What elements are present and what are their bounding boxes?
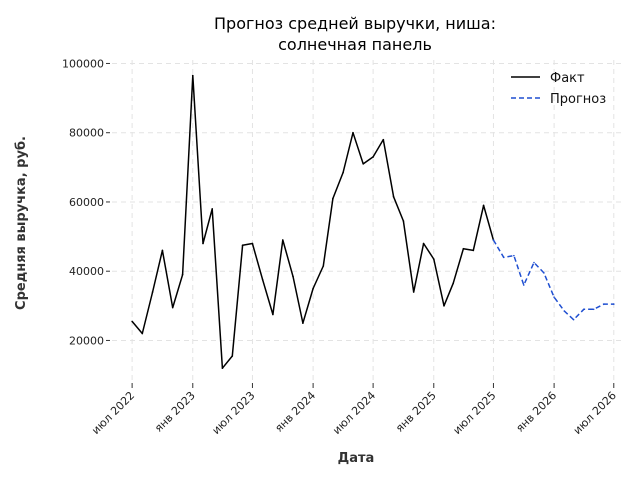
- data-point-fact: [352, 131, 354, 134]
- x-tick-label: янв 2023: [152, 389, 198, 435]
- data-point-fact: [161, 249, 164, 252]
- y-ticks: 20000 40000 60000 80000 100000: [62, 57, 110, 347]
- legend: Факт Прогноз: [511, 71, 606, 107]
- data-point-fact: [181, 273, 184, 276]
- data-point-fact: [482, 204, 485, 207]
- x-tick-label: янв 2026: [513, 389, 559, 435]
- data-point-forecast: [592, 308, 595, 311]
- x-tick-label: июл 2023: [210, 389, 258, 437]
- data-point-fact: [402, 220, 405, 222]
- data-point-forecast: [513, 254, 515, 257]
- x-tick-label: июл 2024: [330, 389, 378, 437]
- chart-title-line-1: Прогноз средней выручки, ниша:: [214, 14, 496, 33]
- x-tick-label: июл 2022: [89, 389, 137, 437]
- data-point-fact: [382, 138, 385, 141]
- chart-title-line-2: солнечная панель: [278, 35, 432, 54]
- data-point-fact: [221, 367, 224, 369]
- data-point-fact: [322, 265, 325, 267]
- data-point-forecast: [553, 296, 555, 298]
- legend-label-fact: Факт: [550, 71, 585, 86]
- data-point-fact: [281, 239, 284, 241]
- data-point-forecast: [612, 303, 615, 305]
- y-axis-label: Средняя выручка, руб.: [14, 136, 29, 310]
- data-point-fact: [332, 197, 334, 200]
- data-point-fact: [432, 258, 435, 260]
- data-point-forecast: [572, 318, 575, 321]
- data-point-fact: [302, 322, 304, 324]
- data-point-forecast: [492, 239, 495, 241]
- series-line-forecast: [492, 239, 614, 321]
- data-point-forecast: [502, 256, 505, 259]
- x-tick-label: июл 2025: [451, 389, 499, 437]
- data-point-fact: [422, 242, 425, 245]
- x-tick-label: июл 2026: [571, 389, 619, 437]
- y-tick-label: 40000: [69, 265, 104, 278]
- x-tick-label: янв 2024: [272, 389, 318, 435]
- y-tick-label: 100000: [62, 57, 104, 70]
- data-point-fact: [211, 208, 214, 210]
- data-point-fact: [412, 291, 415, 293]
- data-point-fact: [462, 247, 465, 250]
- data-point-forecast: [522, 284, 525, 286]
- data-point-fact: [312, 287, 314, 290]
- data-point-forecast: [533, 261, 535, 264]
- y-tick-label: 80000: [69, 127, 104, 140]
- series-layer: [131, 74, 615, 369]
- data-point-forecast: [563, 310, 566, 312]
- data-point-fact: [131, 320, 133, 323]
- data-point-fact: [372, 156, 374, 158]
- data-point-fact: [171, 306, 174, 309]
- data-point-fact: [202, 242, 204, 245]
- data-point-fact: [241, 244, 244, 247]
- data-point-fact: [231, 355, 234, 357]
- data-point-fact: [443, 305, 445, 307]
- x-ticks: июл 2022 янв 2023 июл 2023 янв 2024 июл 2024…: [89, 383, 619, 437]
- y-tick-label: 60000: [69, 196, 104, 209]
- data-point-fact: [251, 242, 254, 245]
- data-point-fact: [272, 313, 274, 316]
- data-point-fact: [191, 74, 194, 77]
- data-point-fact: [141, 332, 144, 335]
- data-point-forecast: [603, 303, 605, 305]
- x-axis-label: Дата: [338, 451, 375, 466]
- data-point-fact: [392, 195, 395, 198]
- data-point-forecast: [543, 272, 545, 274]
- data-point-fact: [452, 282, 455, 285]
- grid: [112, 60, 624, 382]
- data-point-forecast: [582, 308, 585, 311]
- x-tick-label: янв 2025: [393, 389, 439, 435]
- data-point-fact: [292, 275, 294, 278]
- y-tick-label: 20000: [69, 334, 104, 347]
- data-point-fact: [261, 279, 264, 281]
- data-point-fact: [362, 163, 365, 165]
- legend-label-forecast: Прогноз: [550, 92, 606, 107]
- data-point-fact: [472, 249, 475, 252]
- data-point-fact: [342, 171, 344, 174]
- data-point-fact: [151, 291, 154, 293]
